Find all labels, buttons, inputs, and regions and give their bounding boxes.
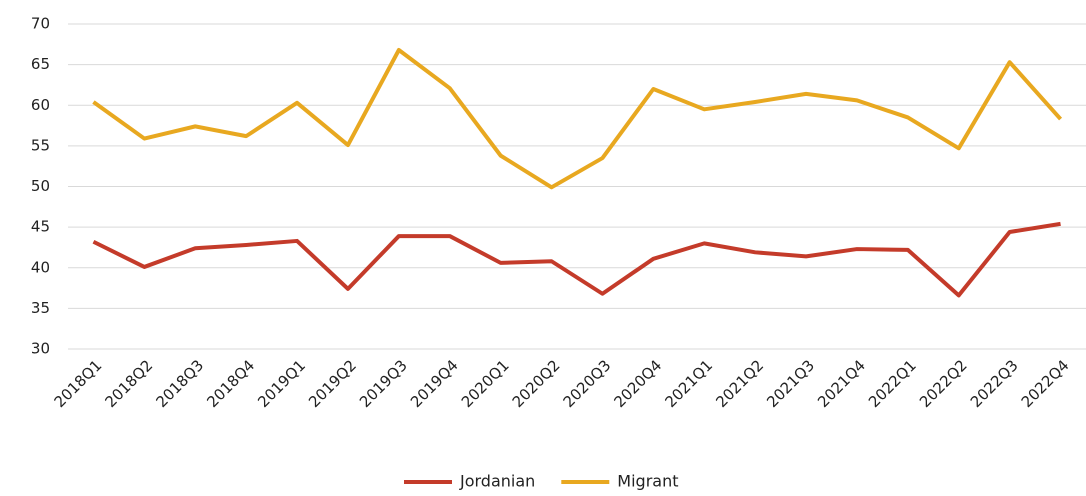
y-tick-label: 35 <box>31 299 50 317</box>
x-tick-label: 2019Q4 <box>407 356 462 411</box>
y-tick-label: 40 <box>31 258 50 276</box>
x-tick-label: 2020Q1 <box>458 356 513 411</box>
x-tick-label: 2019Q1 <box>254 356 309 411</box>
y-tick-label: 50 <box>31 177 50 195</box>
series-line <box>92 221 1061 298</box>
y-tick-label: 60 <box>31 96 50 114</box>
x-tick-label: 2018Q4 <box>203 356 258 411</box>
x-tick-label: 2021Q1 <box>661 356 716 411</box>
x-tick-label: 2021Q4 <box>814 356 869 411</box>
x-tick-label: 2020Q3 <box>560 356 615 411</box>
y-tick-label: 30 <box>31 340 50 358</box>
x-tick-label: 2021Q2 <box>712 356 767 411</box>
x-tick-label: 2022Q4 <box>1018 356 1073 411</box>
x-tick-label: 2020Q2 <box>509 356 564 411</box>
y-tick-label: 45 <box>31 218 50 236</box>
legend-label: Migrant <box>617 472 678 491</box>
x-tick-label: 2022Q2 <box>916 356 971 411</box>
x-tick-label: 2019Q3 <box>356 356 411 411</box>
x-tick-label: 2022Q1 <box>865 356 920 411</box>
legend-label: Jordanian <box>459 472 535 491</box>
x-tick-label: 2021Q3 <box>763 356 818 411</box>
x-tick-label: 2018Q2 <box>102 356 157 411</box>
x-tick-label: 2018Q1 <box>51 356 106 411</box>
x-tick-label: 2022Q3 <box>967 356 1022 411</box>
x-tick-label: 2019Q2 <box>305 356 360 411</box>
y-tick-label: 65 <box>31 55 50 73</box>
y-tick-label: 70 <box>31 15 50 33</box>
x-tick-label: 2018Q3 <box>152 356 207 411</box>
y-tick-label: 55 <box>31 136 50 154</box>
series-line <box>92 48 1063 190</box>
x-tick-label: 2020Q4 <box>611 356 666 411</box>
